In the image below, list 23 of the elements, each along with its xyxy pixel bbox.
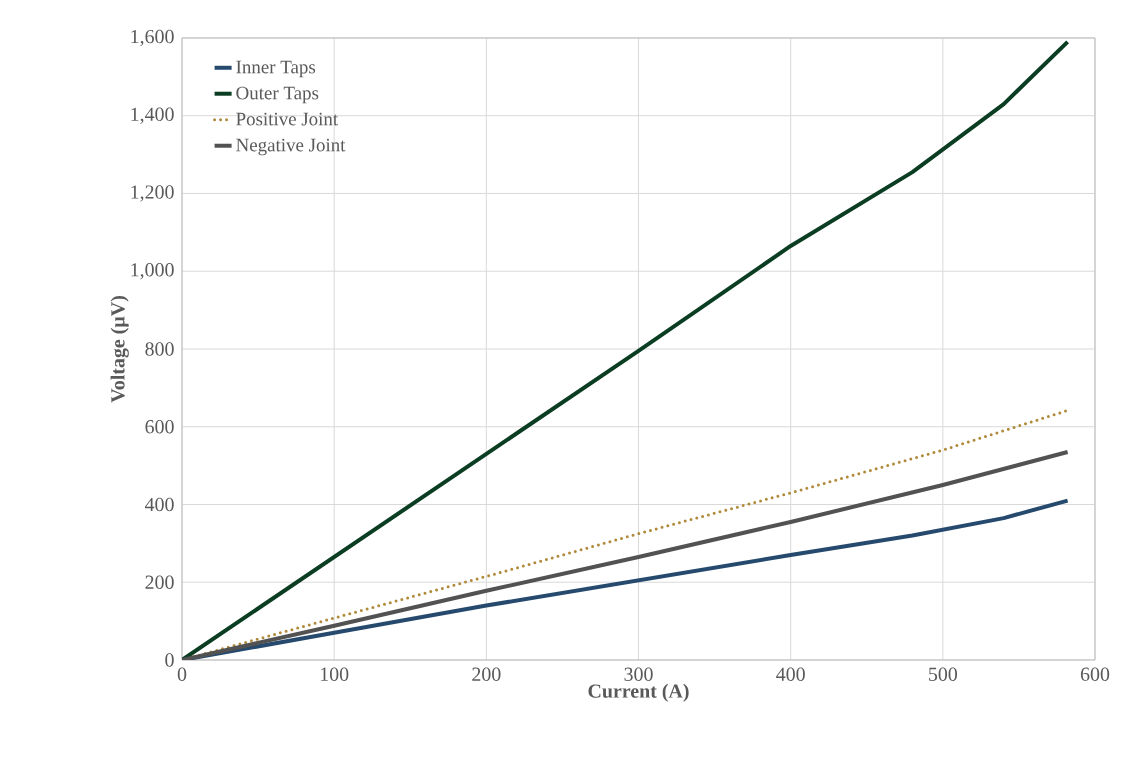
y-tick-label: 1,600 (131, 29, 174, 47)
x-tick-label: 300 (624, 667, 653, 681)
y-tick-label: 800 (145, 342, 174, 356)
y-tick-label: 600 (145, 420, 174, 434)
x-tick-label: 400 (776, 667, 805, 681)
legend-label: Outer Taps (236, 86, 319, 104)
legend-label: Negative Joint (236, 138, 346, 156)
y-tick-label: 1,000 (131, 263, 174, 280)
y-tick-label: 1,400 (131, 107, 174, 124)
y-axis-title: Voltage (µV) (110, 296, 129, 403)
line-series (182, 450, 1070, 660)
x-tick-label: 600 (1080, 667, 1110, 681)
legend-label: Inner Taps (236, 60, 316, 78)
y-tick-label: 200 (145, 575, 174, 589)
x-tick-label: 0 (177, 667, 187, 681)
y-tick-label: 0 (165, 653, 174, 667)
x-tick-label: 100 (320, 667, 349, 681)
x-tick-label: 500 (929, 667, 958, 681)
y-tick-label: 1,200 (131, 185, 174, 202)
y-tick-label: 400 (144, 497, 174, 512)
x-axis-title: Current (A) (588, 683, 689, 702)
legend-label: Positive Joint (236, 112, 338, 126)
x-tick-label: 200 (472, 667, 501, 681)
